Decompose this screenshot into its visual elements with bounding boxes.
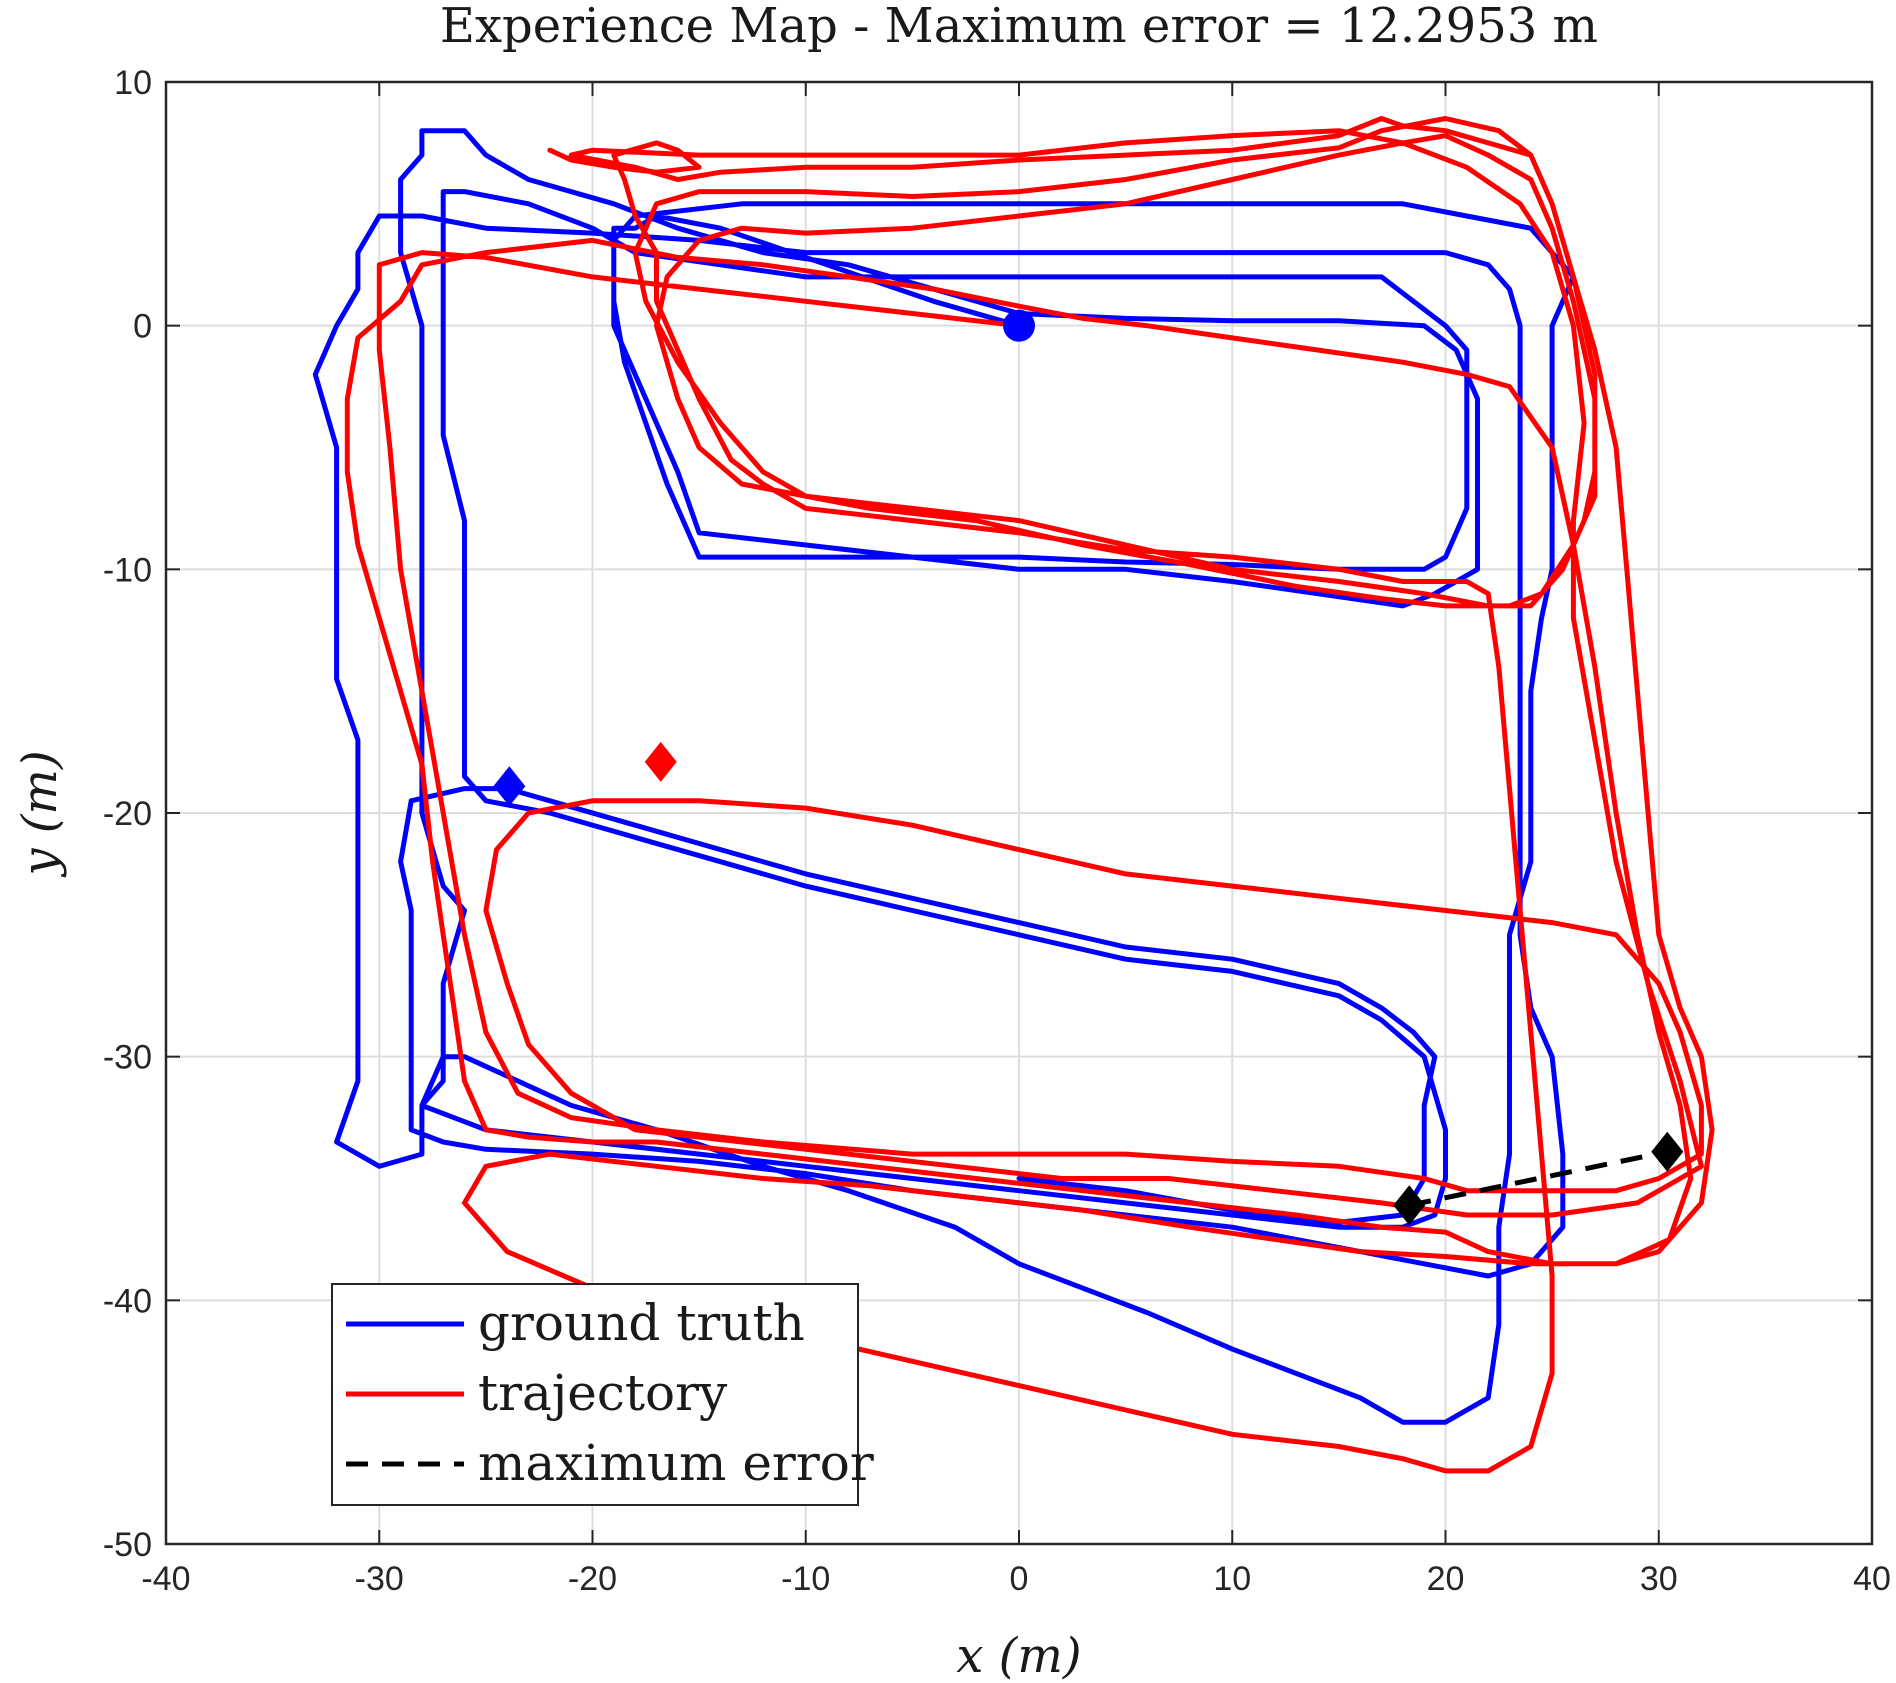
chart-title: Experience Map - Maximum error = 12.2953… xyxy=(440,0,1598,54)
diamond-marker xyxy=(1393,1185,1426,1226)
x-tick-label: -20 xyxy=(568,1560,617,1598)
y-tick-label: -20 xyxy=(103,795,152,833)
x-tick-label: -10 xyxy=(781,1560,830,1598)
x-tick-label: -40 xyxy=(141,1560,190,1598)
series-layer xyxy=(312,116,1715,1474)
y-tick-label: -50 xyxy=(103,1526,152,1564)
series-maximum-error-line xyxy=(1408,1149,1668,1208)
legend-entry-label: maximum error xyxy=(478,1434,874,1492)
series-ground-truth-line xyxy=(312,128,1576,1425)
x-tick-label: 30 xyxy=(1640,1560,1678,1598)
y-tick-label: -10 xyxy=(103,551,152,589)
diamond-marker xyxy=(493,766,526,807)
x-tick-label: 40 xyxy=(1853,1560,1891,1598)
y-tick-label: -40 xyxy=(103,1282,152,1320)
x-tick-label: -30 xyxy=(355,1560,404,1598)
legend-entry-label: ground truth xyxy=(478,1294,805,1352)
diamond-marker xyxy=(644,741,677,782)
y-tick-label: -30 xyxy=(103,1039,152,1077)
marker-layer xyxy=(493,309,1684,1226)
x-axis-label: x (m) xyxy=(956,1628,1081,1683)
y-axis-label: y (m) xyxy=(12,750,68,877)
diamond-marker xyxy=(1651,1131,1684,1172)
y-tick-label: 10 xyxy=(114,64,152,102)
y-tick-label: 0 xyxy=(133,308,152,346)
legend-entry-label: trajectory xyxy=(478,1364,728,1422)
x-tick-label: 0 xyxy=(1010,1560,1029,1598)
legend: ground truth trajectory maximum error xyxy=(331,1283,874,1506)
x-tick-label: 20 xyxy=(1427,1560,1465,1598)
x-tick-label: 10 xyxy=(1213,1560,1251,1598)
series-trajectory-line xyxy=(344,116,1715,1474)
start-marker-circle xyxy=(1003,309,1035,342)
